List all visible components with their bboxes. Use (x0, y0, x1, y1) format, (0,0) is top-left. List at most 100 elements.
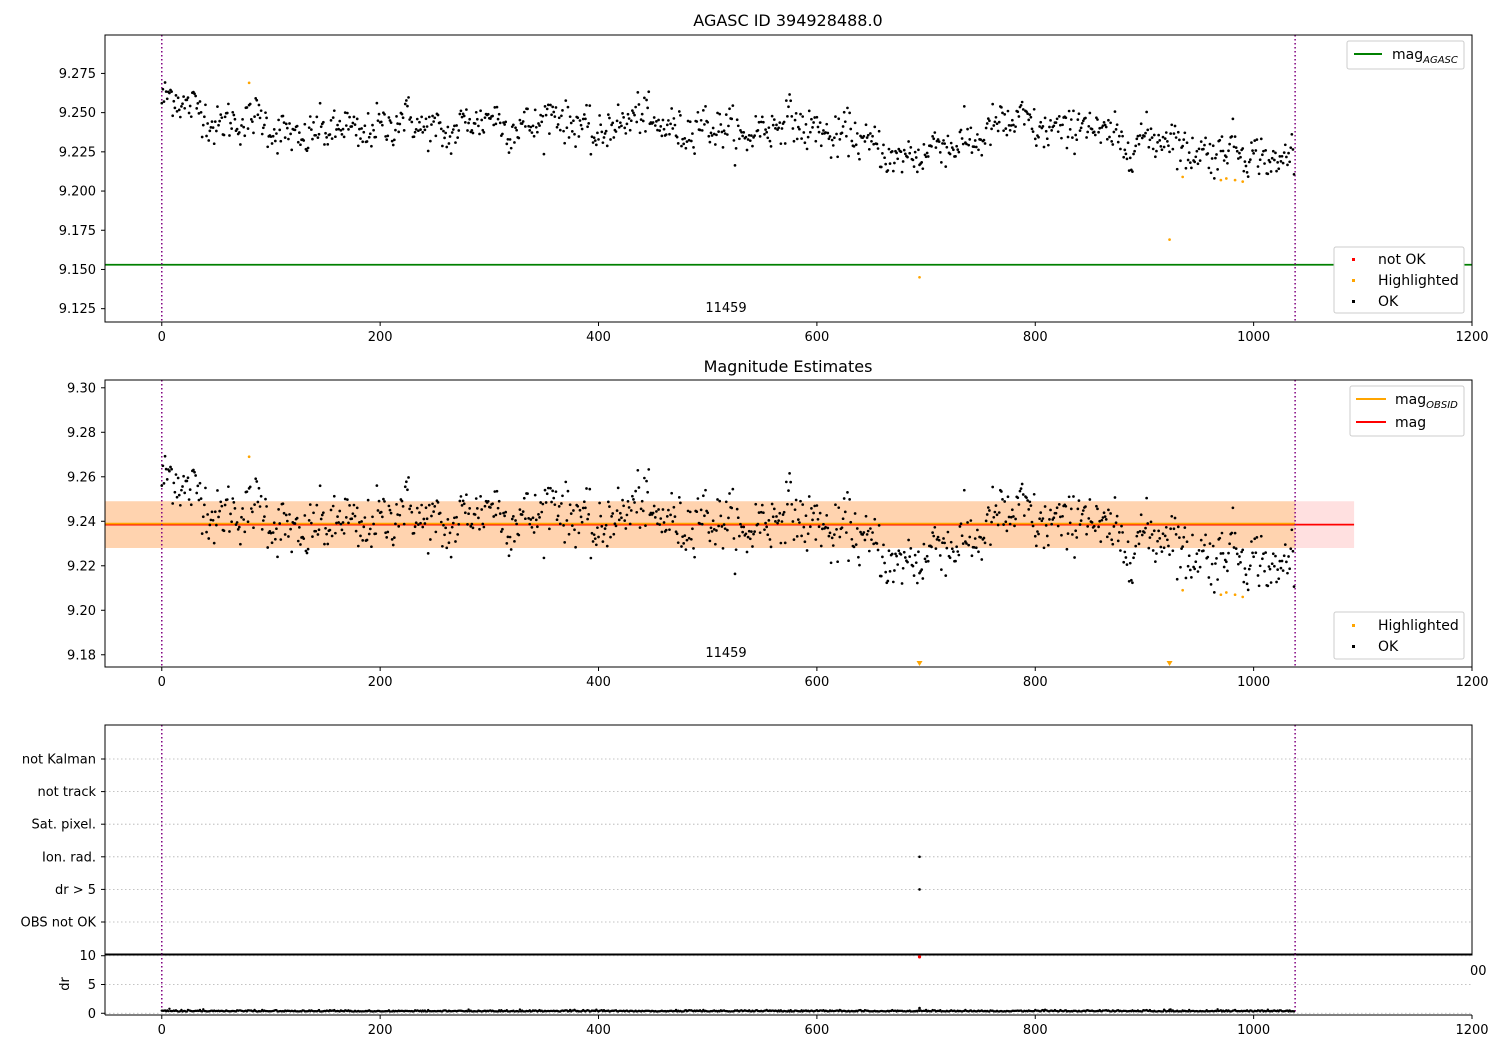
ok-point (599, 514, 603, 518)
ok-point (210, 510, 214, 514)
top-points-legend[interactable]: not OK Highlighted OK (1333, 246, 1465, 314)
ok-point (1102, 120, 1106, 124)
ok-point (941, 541, 944, 545)
ok-point (1291, 549, 1295, 553)
ok-point (550, 500, 553, 504)
mid-points-legend[interactable]: Highlighted OK (1333, 611, 1465, 660)
ok-point (343, 111, 347, 114)
ok-point (664, 528, 668, 532)
ok-point (384, 531, 387, 535)
ok-point (626, 499, 630, 503)
ok-point (1101, 516, 1105, 519)
ok-point (1136, 134, 1140, 138)
ok-point (582, 113, 586, 116)
ok-point (528, 522, 532, 526)
ok-point (1140, 136, 1144, 140)
ok-point (463, 120, 467, 124)
ok-point (765, 525, 769, 529)
ok-point (1127, 169, 1131, 172)
ok-point (605, 544, 609, 548)
ok-point (622, 504, 625, 508)
ok-point (624, 132, 628, 135)
ok-point (1073, 152, 1076, 156)
top-ytick-label: 9.200 (59, 185, 96, 200)
ok-point (270, 142, 274, 145)
ok-point (448, 135, 452, 138)
mid-xtick-label: 800 (1023, 675, 1048, 690)
ok-point (625, 513, 629, 517)
ok-point (1020, 100, 1024, 104)
ok-point (1257, 584, 1261, 588)
ok-point (553, 115, 557, 118)
ok-point (719, 514, 723, 518)
ok-point (944, 165, 948, 168)
ok-point (798, 127, 801, 131)
ok-point (638, 526, 642, 529)
ok-point (241, 117, 244, 121)
top-line-legend[interactable]: magAGASC (1346, 40, 1465, 70)
ok-point (422, 517, 426, 521)
ok-point (685, 140, 689, 143)
ok-point (943, 541, 946, 545)
highlighted-point (247, 455, 251, 459)
ok-point (1139, 122, 1143, 126)
ok-point (339, 128, 343, 132)
highlighted-point (1168, 238, 1171, 242)
ok-point (968, 138, 972, 141)
ok-point (681, 137, 684, 141)
ok-point (952, 550, 955, 554)
ok-point (1264, 149, 1267, 152)
ok-point (565, 519, 569, 522)
ok-point (652, 116, 656, 119)
ok-point (824, 525, 827, 529)
ok-point (470, 522, 474, 526)
mid-line-legend[interactable]: magOBSID mag (1349, 385, 1465, 437)
ok-point (624, 527, 628, 530)
ok-point (515, 522, 518, 526)
ok-point (458, 112, 462, 116)
ok-point (1021, 493, 1025, 496)
ok-point (486, 499, 490, 503)
ok-point (988, 509, 991, 512)
ok-point (1088, 111, 1092, 115)
ok-point (640, 499, 644, 503)
dr-xtick-label: 400 (586, 1023, 611, 1038)
ok-point (799, 112, 802, 116)
ok-point (243, 530, 247, 534)
ok-point (1031, 130, 1035, 133)
ok-point (1041, 517, 1045, 520)
ok-point (993, 120, 997, 124)
ok-point (325, 532, 328, 536)
ok-point (598, 114, 601, 117)
ok-point (316, 533, 320, 536)
ok-point (441, 544, 444, 548)
ok-point (483, 116, 487, 120)
ok-point (676, 142, 680, 145)
ok-point (747, 133, 751, 137)
ok-point (302, 139, 306, 142)
ok-point (296, 539, 300, 543)
ok-point (614, 524, 618, 528)
ok-point (475, 117, 479, 121)
ok-point (1127, 579, 1131, 583)
ok-point (969, 519, 973, 522)
ok-point (1080, 512, 1084, 516)
ok-point (203, 503, 206, 507)
ok-point (589, 152, 593, 156)
ok-point (1122, 155, 1126, 159)
ok-point (807, 109, 811, 113)
ok-point (1131, 170, 1134, 173)
ok-point (1191, 533, 1194, 537)
ok-point (346, 111, 349, 115)
ok-point (1204, 533, 1207, 537)
ok-point (876, 548, 880, 552)
ok-point (281, 114, 285, 118)
ok-point (893, 569, 896, 572)
ok-point (172, 99, 176, 103)
highlighted-point (1233, 178, 1237, 182)
ok-point (923, 153, 927, 157)
ok-point (482, 131, 486, 134)
ok-point (1108, 135, 1111, 139)
ok-point (940, 161, 943, 164)
ok-point (340, 133, 344, 136)
